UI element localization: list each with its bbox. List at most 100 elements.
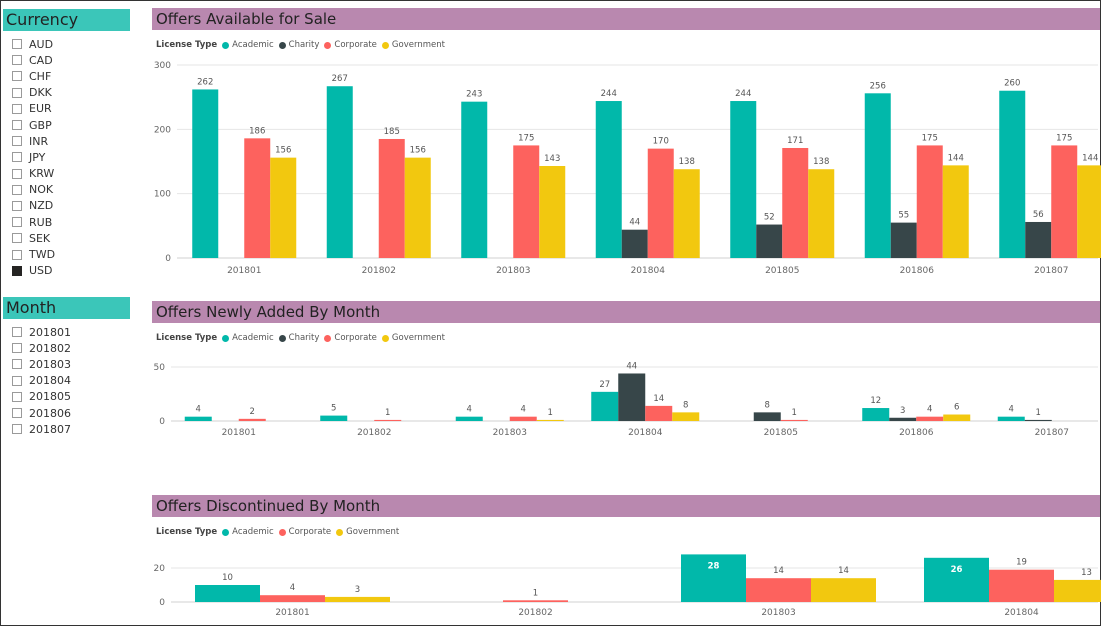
checkbox[interactable] [12, 375, 22, 386]
checkbox[interactable] [12, 424, 22, 435]
bar-academic-201805 [730, 101, 757, 258]
x-tick-label: 201801 [222, 428, 256, 438]
checkbox[interactable] [12, 408, 22, 419]
data-label: 56 [1033, 210, 1044, 220]
legend-item-corporate[interactable]: Corporate [324, 40, 377, 50]
data-label: 244 [601, 89, 617, 99]
bar-academic-201803 [681, 554, 746, 602]
legend-item-academic[interactable]: Academic [222, 333, 274, 343]
legend-item-academic[interactable]: Academic [222, 527, 274, 537]
currency-option-nzd[interactable]: NZD [12, 198, 122, 214]
currency-option-dkk[interactable]: DKK [12, 85, 122, 101]
legend-label: Corporate [288, 527, 332, 537]
data-label: 10 [222, 573, 233, 583]
bar-academic-201807 [997, 416, 1025, 421]
currency-option-label: INR [29, 134, 49, 148]
data-label: 28 [708, 561, 720, 571]
bar-government-201806 [943, 414, 971, 421]
data-label: 262 [197, 77, 213, 87]
month-option-201802[interactable]: 201802 [12, 340, 122, 356]
bar-corporate-201802 [374, 419, 402, 421]
checkbox[interactable] [12, 87, 22, 98]
checkbox[interactable] [12, 265, 22, 276]
legend-item-charity[interactable]: Charity [278, 333, 319, 343]
month-option-label: 201803 [29, 357, 71, 371]
data-label: 1 [548, 408, 553, 418]
currency-option-krw[interactable]: KRW [12, 166, 122, 182]
x-tick-label: 201807 [1034, 266, 1068, 276]
data-label: 4 [290, 583, 295, 593]
month-option-201805[interactable]: 201805 [12, 389, 122, 405]
currency-option-rub[interactable]: RUB [12, 214, 122, 230]
month-option-label: 201806 [29, 406, 71, 420]
checkbox[interactable] [12, 168, 22, 179]
data-label: 44 [626, 361, 637, 371]
checkbox[interactable] [12, 55, 22, 66]
checkbox[interactable] [12, 249, 22, 260]
legend-marker [381, 41, 389, 49]
currency-option-label: USD [29, 264, 53, 278]
currency-option-gbp[interactable]: GBP [12, 117, 122, 133]
month-option-label: 201805 [29, 390, 71, 404]
checkbox[interactable] [12, 136, 22, 147]
checkbox[interactable] [12, 233, 22, 244]
month-option-201804[interactable]: 201804 [12, 373, 122, 389]
currency-option-aud[interactable]: AUD [12, 36, 122, 52]
data-label: 5 [331, 404, 336, 414]
month-option-201801[interactable]: 201801 [12, 324, 122, 340]
x-tick-label: 201806 [899, 428, 934, 438]
legend-marker [222, 528, 230, 536]
data-label: 52 [764, 213, 775, 223]
currency-option-twd[interactable]: TWD [12, 246, 122, 262]
currency-option-inr[interactable]: INR [12, 133, 122, 149]
currency-option-sek[interactable]: SEK [12, 230, 122, 246]
checkbox[interactable] [12, 343, 22, 354]
legend-item-government[interactable]: Government [381, 333, 445, 343]
checkbox[interactable] [12, 103, 22, 114]
month-option-201803[interactable]: 201803 [12, 356, 122, 372]
data-label: 267 [332, 74, 348, 84]
chart-title-newly-added: Offers Newly Added By Month [152, 301, 1100, 323]
checkbox[interactable] [12, 71, 22, 82]
currency-option-eur[interactable]: EUR [12, 101, 122, 117]
checkbox[interactable] [12, 359, 22, 370]
checkbox[interactable] [12, 327, 22, 338]
month-option-201806[interactable]: 201806 [12, 405, 122, 421]
legend-item-government[interactable]: Government [336, 527, 399, 537]
checkbox[interactable] [12, 391, 22, 402]
currency-option-nok[interactable]: NOK [12, 182, 122, 198]
data-label: 156 [275, 146, 291, 156]
currency-slicer-title: Currency [3, 9, 130, 31]
checkbox[interactable] [12, 39, 22, 50]
legend-item-academic[interactable]: Academic [222, 40, 274, 50]
month-option-201807[interactable]: 201807 [12, 421, 122, 437]
legend-item-charity[interactable]: Charity [278, 40, 319, 50]
checkbox[interactable] [12, 120, 22, 131]
data-label: 1 [1036, 408, 1041, 418]
currency-option-usd[interactable]: USD [12, 263, 122, 279]
checkbox[interactable] [12, 200, 22, 211]
bar-academic-201801 [192, 89, 219, 258]
legend-item-corporate[interactable]: Corporate [324, 333, 377, 343]
legend-item-government[interactable]: Government [381, 40, 445, 50]
checkbox[interactable] [12, 152, 22, 163]
data-label: 4 [927, 405, 932, 415]
checkbox[interactable] [12, 184, 22, 195]
data-label: 138 [679, 157, 695, 167]
month-slicer-title: Month [3, 297, 130, 319]
bar-corporate-201804 [645, 405, 673, 421]
checkbox[interactable] [12, 217, 22, 228]
x-tick-label: 201803 [496, 266, 530, 276]
bar-government-201807 [1077, 165, 1101, 258]
currency-option-chf[interactable]: CHF [12, 68, 122, 84]
currency-option-cad[interactable]: CAD [12, 52, 122, 68]
chart-legend-available: License Type Academic Charity Corporate Gove… [156, 38, 450, 52]
legend-item-corporate[interactable]: Corporate [278, 527, 332, 537]
legend-marker [222, 41, 230, 49]
data-label: 260 [1004, 79, 1020, 89]
month-option-label: 201804 [29, 374, 71, 388]
bar-academic-201801 [195, 585, 260, 602]
currency-option-jpy[interactable]: JPY [12, 149, 122, 165]
legend-label: Government [391, 40, 445, 50]
